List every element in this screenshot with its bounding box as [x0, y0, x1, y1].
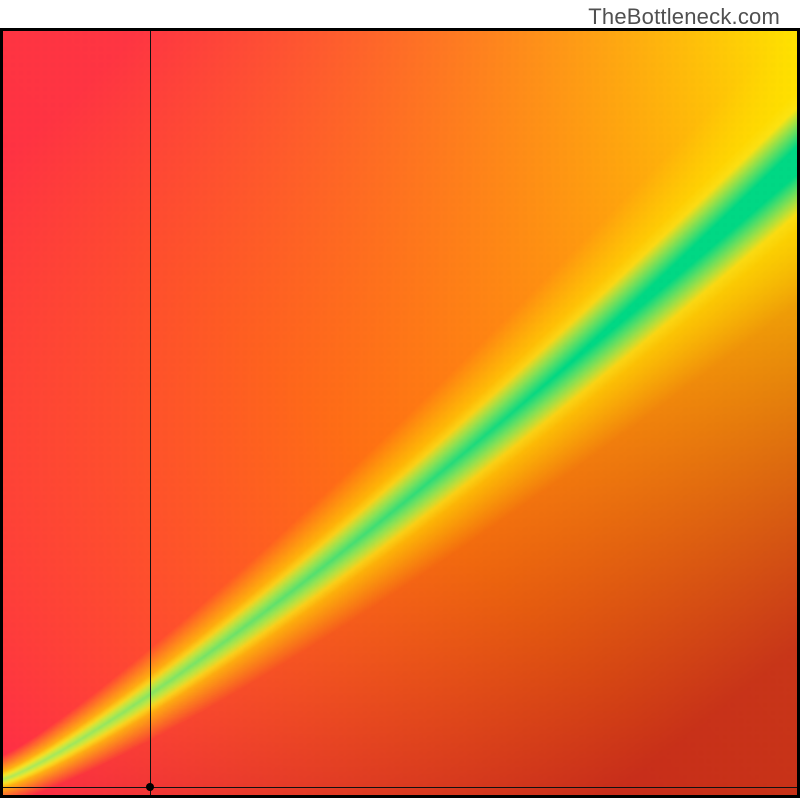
crosshair-horizontal — [3, 787, 797, 788]
watermark-text: TheBottleneck.com — [588, 4, 780, 30]
heatmap-canvas — [3, 31, 797, 795]
crosshair-vertical — [150, 31, 151, 795]
marker-dot — [146, 783, 154, 791]
heatmap-chart — [0, 28, 800, 798]
